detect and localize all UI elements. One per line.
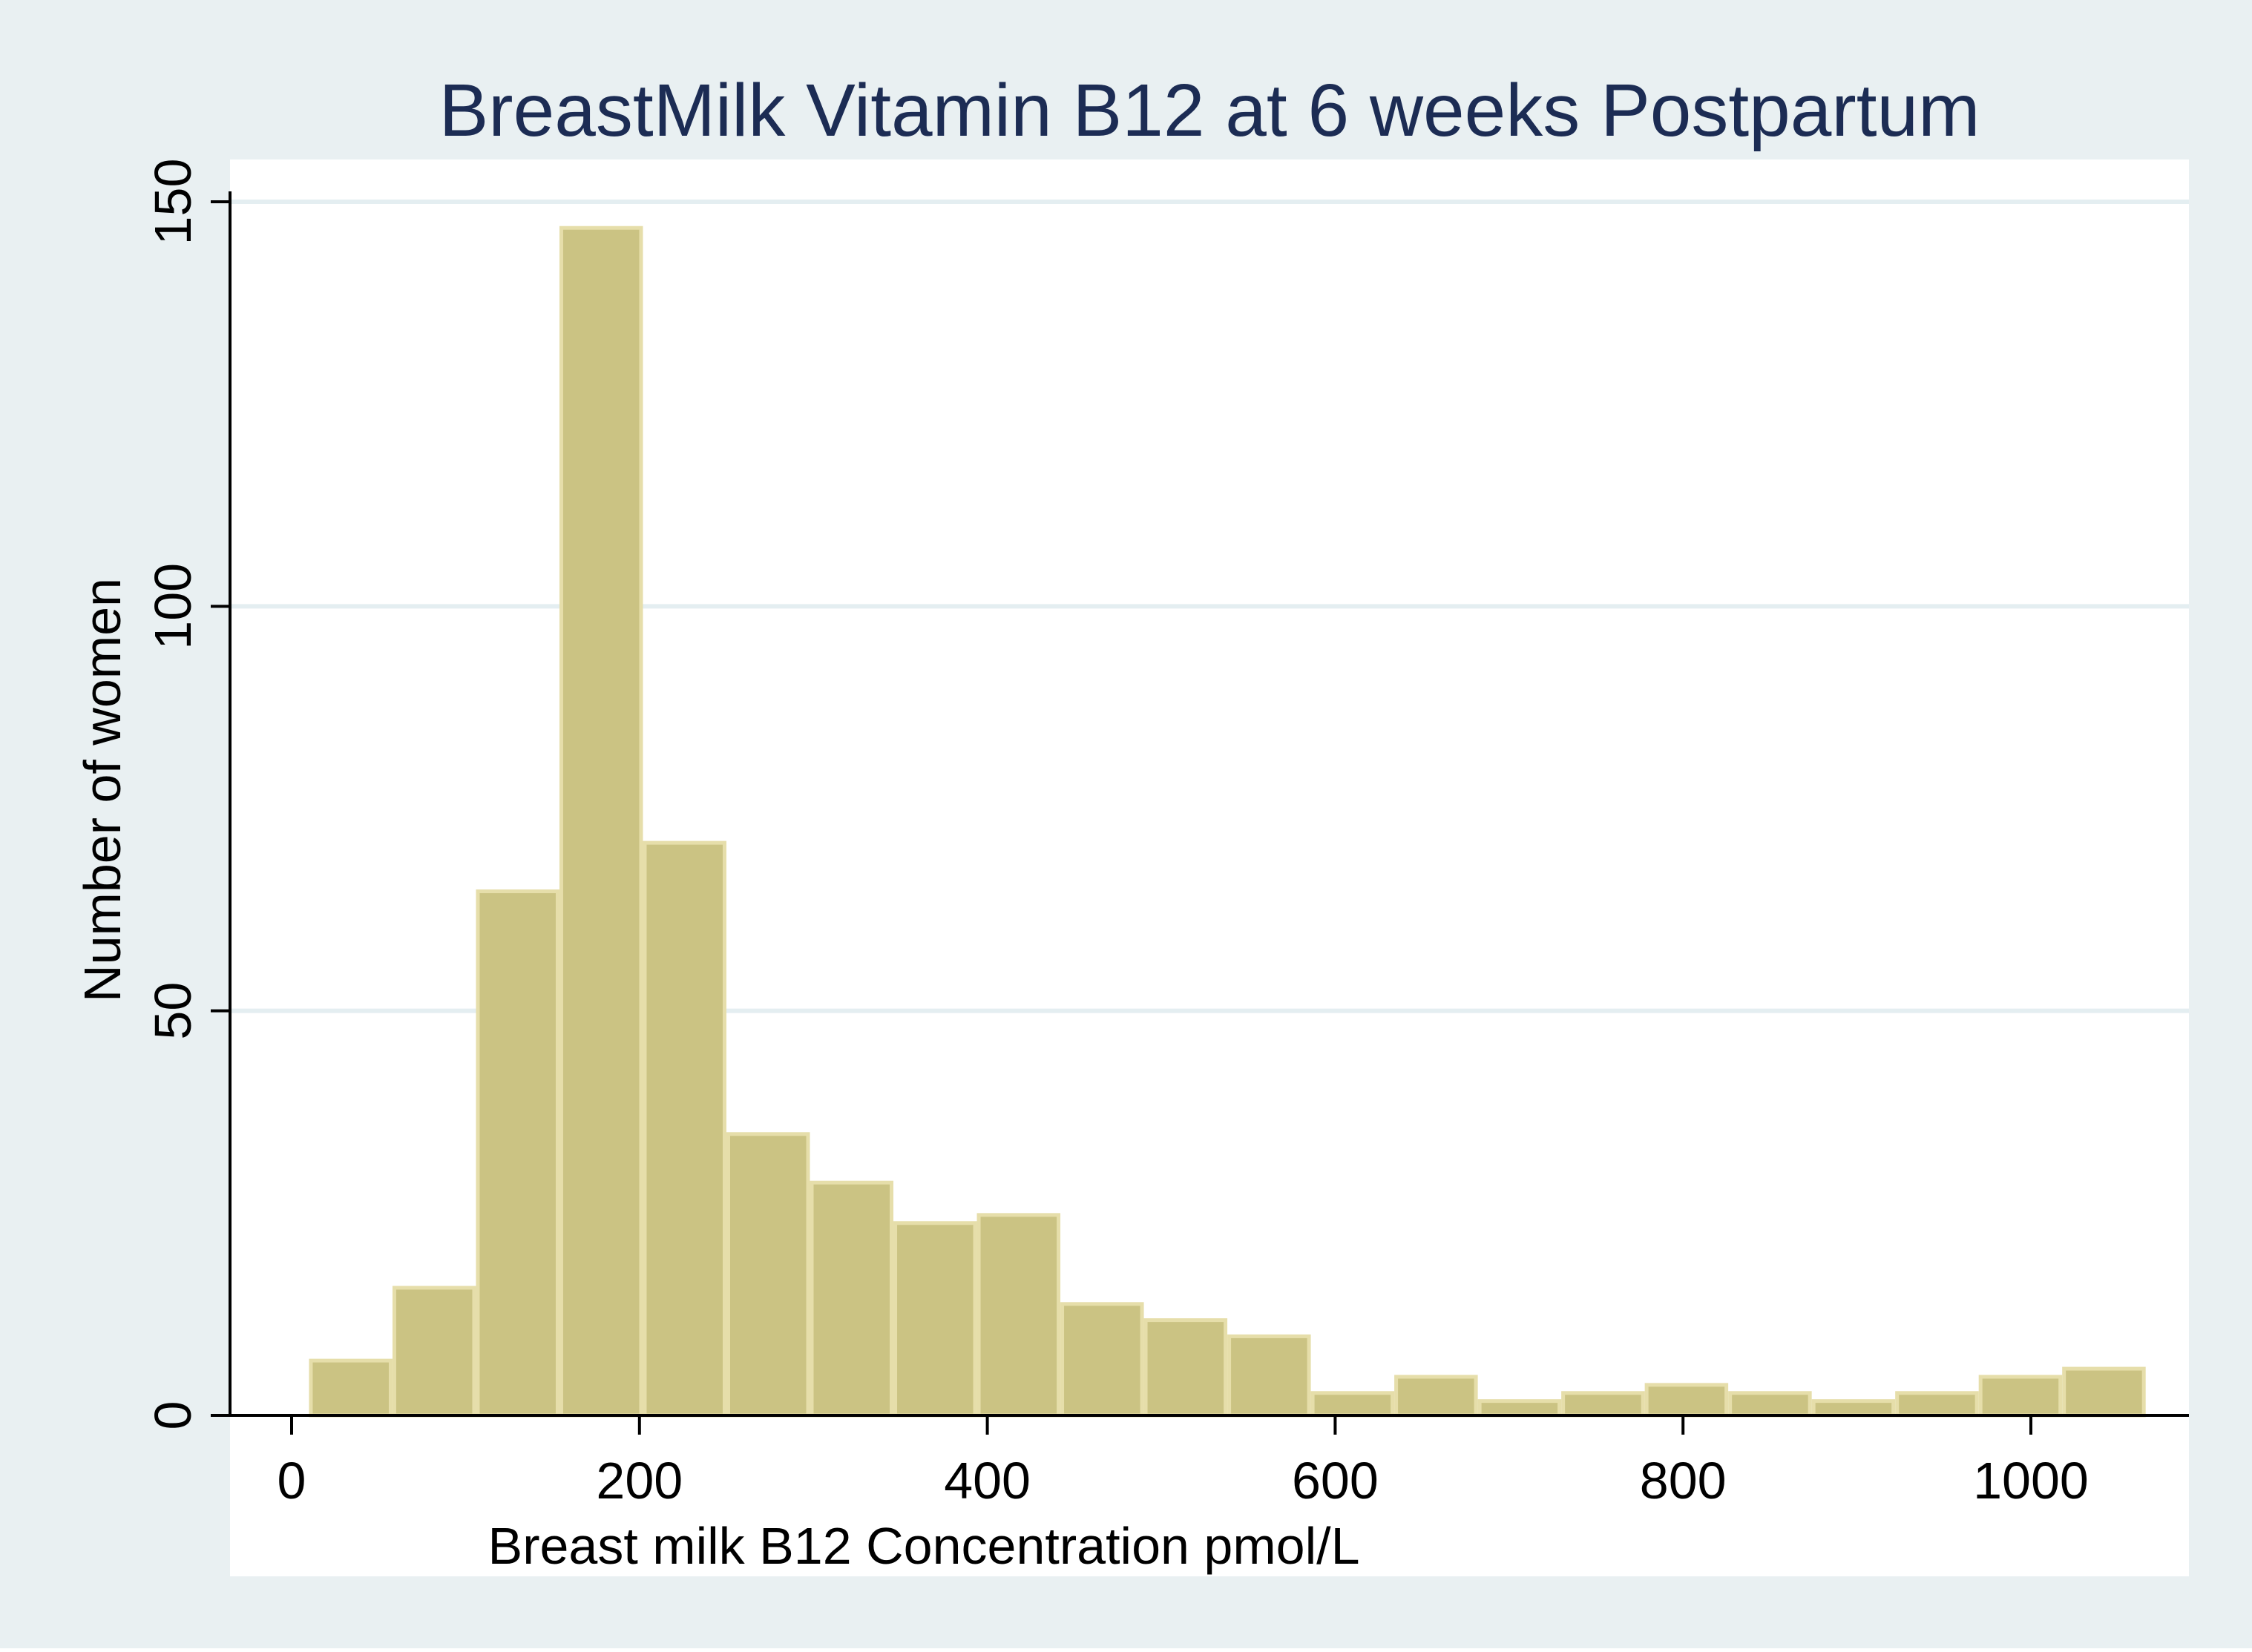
- chart-title: BreastMilk Vitamin B12 at 6 weeks Postpa…: [439, 69, 1980, 152]
- histogram-bar-19: [1811, 1399, 1896, 1418]
- y-tick-label-100: 100: [144, 563, 202, 650]
- histogram-bars: [309, 226, 2146, 1418]
- histogram-bar-22: [2062, 1366, 2146, 1418]
- histogram-bar-9: [976, 1213, 1061, 1418]
- histogram-bar-6: [726, 1132, 810, 1418]
- histogram-bar-17: [1644, 1383, 1729, 1418]
- histogram-bar-2: [392, 1286, 476, 1418]
- histogram-bar-3: [476, 889, 559, 1418]
- x-axis-label: Breast milk B12 Concentration pmol/L: [488, 1517, 1360, 1575]
- histogram-bar-18: [1728, 1391, 1812, 1418]
- x-tick-label-0: 0: [278, 1452, 306, 1510]
- y-tick-label-150: 150: [144, 159, 202, 246]
- histogram-bar-15: [1477, 1399, 1562, 1418]
- y-axis-label: Number of women: [73, 578, 131, 1002]
- x-tick-label-800: 800: [1640, 1452, 1727, 1510]
- histogram-bar-12: [1227, 1334, 1311, 1418]
- x-tick-label-400: 400: [944, 1452, 1031, 1510]
- histogram-bar-10: [1060, 1302, 1144, 1418]
- x-tick-label-600: 600: [1292, 1452, 1379, 1510]
- histogram-bar-11: [1143, 1318, 1228, 1418]
- histogram-bar-4: [559, 226, 643, 1418]
- histogram-bar-20: [1895, 1391, 1979, 1418]
- x-tick-label-1000: 1000: [1973, 1452, 2089, 1510]
- y-tick-label-0: 0: [144, 1401, 202, 1430]
- histogram-bar-13: [1310, 1391, 1395, 1418]
- histogram-bar-21: [1978, 1375, 2063, 1418]
- histogram-bar-5: [643, 840, 726, 1418]
- x-tick-label-200: 200: [596, 1452, 683, 1510]
- axes: 0 50 100 150 0 200 400 600 800 1000: [144, 159, 2189, 1510]
- histogram-bar-7: [810, 1180, 894, 1418]
- histogram-bar-14: [1394, 1375, 1478, 1418]
- histogram-bar-1: [309, 1358, 393, 1418]
- histogram-bar-16: [1561, 1391, 1645, 1418]
- y-tick-label-50: 50: [144, 982, 202, 1040]
- histogram-bar-8: [893, 1221, 977, 1418]
